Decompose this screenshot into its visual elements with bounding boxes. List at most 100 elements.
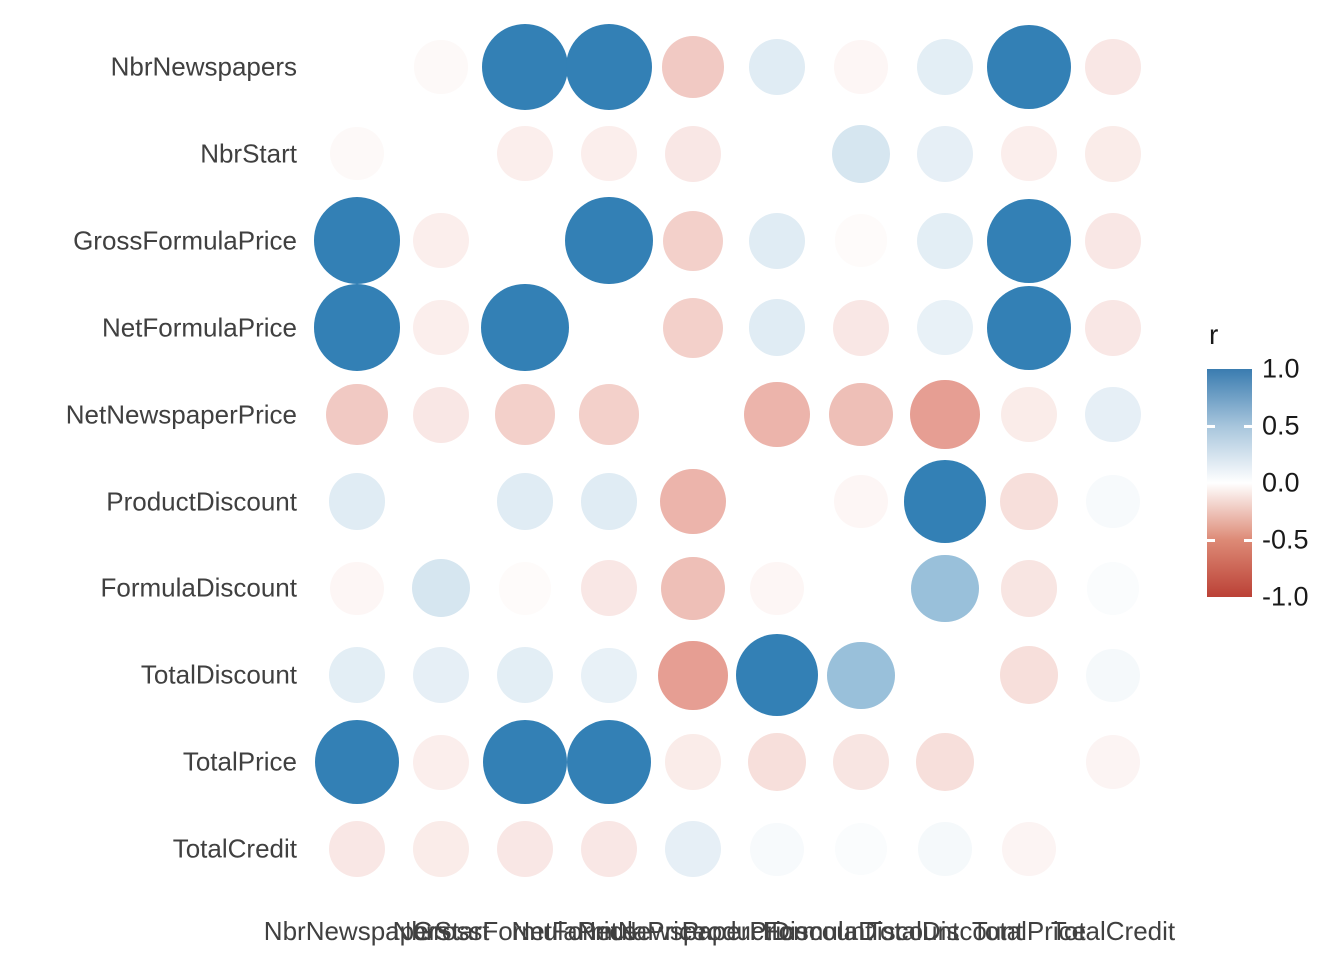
y-axis-label: TotalCredit — [172, 833, 297, 864]
correlation-dot — [1000, 560, 1058, 617]
correlation-dot — [910, 380, 980, 450]
x-axis-label: TotalDiscount — [866, 916, 1024, 946]
x-axis-label: TotalCredit — [1050, 916, 1176, 946]
correlation-dot — [917, 126, 973, 182]
x-axis-label: NetFormulaPrice — [511, 916, 707, 946]
correlation-dot — [918, 822, 972, 876]
correlation-dot — [750, 822, 804, 876]
correlation-dot — [314, 720, 400, 805]
correlation-dot — [986, 285, 1072, 370]
correlation-dot — [565, 197, 653, 285]
y-axis-label: ProductDiscount — [106, 486, 297, 516]
correlation-dot — [1000, 472, 1058, 531]
correlation-dot — [916, 38, 974, 96]
correlation-dot — [748, 212, 806, 270]
correlation-dot — [1085, 386, 1141, 443]
y-axis-label: FormulaDiscount — [100, 572, 297, 603]
correlation-dot — [1086, 562, 1140, 615]
correlation-dot — [660, 468, 726, 535]
correlation-dot — [735, 634, 819, 717]
x-axis-label: FormulaDiscount — [762, 916, 960, 946]
correlation-dot — [498, 562, 552, 615]
correlation-dot — [1085, 126, 1141, 182]
correlation-dot — [330, 561, 384, 616]
correlation-dot — [413, 647, 469, 704]
correlation-dot — [1084, 299, 1142, 356]
correlation-dot — [497, 126, 553, 182]
legend-tickmark — [1244, 424, 1252, 428]
correlation-dot — [664, 125, 722, 182]
correlation-dot — [834, 474, 888, 529]
correlation-dot — [834, 822, 888, 876]
correlation-dot — [326, 383, 388, 446]
correlation-dot — [413, 213, 469, 269]
correlation-dot — [744, 381, 810, 448]
correlation-dot — [986, 24, 1072, 110]
correlation-dot — [748, 38, 806, 96]
correlation-dot — [1084, 38, 1142, 96]
correlation-dot — [748, 299, 806, 356]
x-axis-label: NbrStart — [392, 916, 490, 946]
correlation-dot — [578, 384, 640, 445]
correlation-dot — [580, 560, 638, 617]
x-axis-label: ProductDiscount — [681, 916, 873, 946]
correlation-dot — [565, 23, 653, 111]
correlation-dot — [832, 299, 890, 356]
correlation-dot — [986, 198, 1072, 283]
correlation-dot — [496, 473, 554, 530]
correlation-dot — [566, 720, 652, 805]
correlation-dot — [413, 300, 469, 356]
correlation-dot — [313, 284, 401, 372]
y-axis-label: TotalPrice — [182, 746, 297, 777]
correlation-dot — [580, 473, 638, 530]
correlation-dot — [581, 647, 637, 703]
legend: r 1.0 0.5 0.0 -0.5 -1.0 — [1195, 315, 1344, 615]
correlation-dot — [834, 214, 888, 268]
legend-tick-label: 1.0 — [1262, 353, 1300, 384]
correlation-dot — [482, 720, 568, 805]
correlation-dot — [1086, 648, 1140, 703]
correlation-dot — [581, 126, 637, 182]
correlation-dot — [1002, 822, 1056, 877]
correlation-dot — [481, 284, 569, 372]
legend-tick-label: -1.0 — [1262, 581, 1309, 612]
correlation-dot — [665, 734, 721, 790]
x-axis-label: NbrNewspapers — [263, 916, 451, 946]
correlation-dot — [580, 821, 638, 878]
correlation-dot — [1086, 735, 1140, 790]
legend-colorbar — [1207, 369, 1252, 597]
correlation-dot — [662, 297, 724, 358]
correlation-dot — [1084, 212, 1142, 269]
correlation-dot — [916, 733, 974, 792]
legend-title: r — [1209, 319, 1219, 350]
correlation-dot — [328, 647, 386, 704]
y-axis-label: NbrNewspapers — [110, 51, 297, 82]
correlation-dot — [496, 821, 554, 878]
correlation-dot — [903, 460, 987, 543]
legend-tick-label: 0.0 — [1262, 467, 1300, 498]
correlation-dot — [916, 212, 974, 269]
correlation-dot — [827, 641, 895, 709]
correlation-dot — [832, 733, 890, 791]
correlation-dot — [413, 821, 469, 877]
correlation-dot — [829, 382, 893, 447]
x-axis-label: GrossFormulaPrice — [413, 916, 637, 946]
correlation-dot — [328, 821, 386, 878]
correlation-dot — [414, 40, 468, 94]
correlation-dot — [831, 124, 891, 183]
correlation-dot — [496, 647, 554, 704]
correlation-dot — [330, 127, 384, 181]
x-axis-label: NetNewspaperPrice — [577, 916, 809, 946]
correlation-dot — [413, 734, 469, 790]
correlation-dot — [1001, 386, 1057, 443]
correlation-dot — [481, 23, 569, 111]
y-axis-label: GrossFormulaPrice — [73, 225, 297, 256]
legend-tick-label: 0.5 — [1262, 410, 1300, 441]
x-axis-label: TotalPrice — [971, 916, 1087, 946]
correlation-dot — [658, 640, 728, 710]
correlation-dot — [665, 821, 721, 877]
correlation-dot — [834, 40, 888, 94]
correlation-dot — [748, 733, 806, 792]
correlation-dot — [1001, 126, 1057, 182]
